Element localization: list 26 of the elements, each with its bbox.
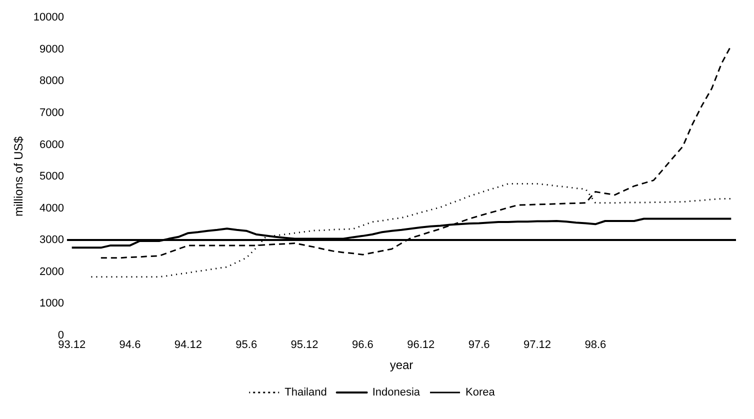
y-tick-label: 4000	[40, 202, 64, 214]
x-tick-label: 98.6	[584, 339, 606, 352]
y-axis-title: millions of US$	[12, 136, 26, 217]
x-tick-label: 93.12	[58, 339, 86, 352]
y-tick-label: 0	[58, 329, 64, 342]
x-tick-label: 95.6	[236, 339, 258, 352]
y-tick-label: 5000	[40, 170, 64, 183]
y-tick-label: 3000	[40, 234, 64, 246]
x-tick-label: 96.6	[352, 339, 374, 352]
x-axis-title: year	[390, 358, 414, 372]
y-tick-label: 2000	[40, 266, 64, 278]
x-tick-label: 97.12	[523, 339, 551, 352]
x-tick-label: 94.6	[119, 339, 141, 352]
x-tick-label: 95.12	[290, 339, 318, 352]
x-tick-label: 94.12	[174, 339, 202, 352]
legend-label: Thailand	[284, 386, 327, 399]
y-tick-label: 1000	[40, 298, 64, 310]
x-tick-label: 96.12	[407, 339, 435, 352]
legend-label: Korea	[466, 386, 496, 399]
y-tick-label: 7000	[40, 106, 64, 119]
x-tick-label: 97.6	[468, 339, 490, 352]
y-tick-label: 6000	[40, 138, 64, 151]
y-tick-label: 8000	[40, 75, 64, 88]
y-tick-label: 9000	[40, 43, 64, 56]
legend-label: Indonesia	[372, 386, 421, 399]
y-tick-label: 10000	[33, 12, 64, 24]
